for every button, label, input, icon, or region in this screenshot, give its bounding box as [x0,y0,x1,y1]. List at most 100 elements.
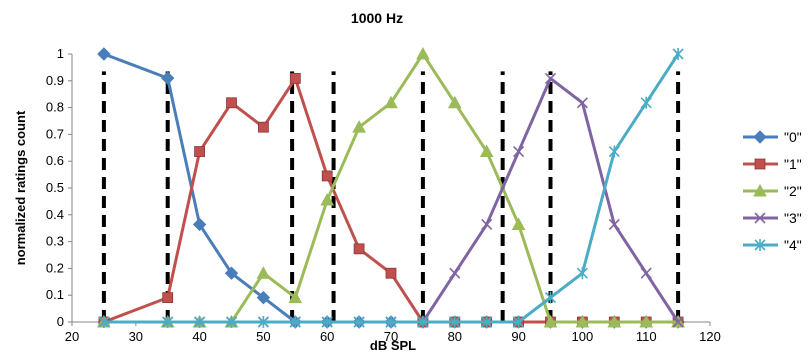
legend-item: "2" [743,183,802,199]
x-tick-label: 50 [256,329,270,344]
diamond-marker [192,217,207,232]
legend-item: "1" [743,156,802,172]
x-tick-label: 40 [192,329,206,344]
square-marker [194,146,206,157]
chart-title: 1000 Hz [351,10,403,26]
star-marker [672,48,684,60]
triangle-marker [416,46,430,60]
x-tick-label: 20 [65,329,79,344]
star-marker [544,291,557,304]
triangle-marker [575,314,590,328]
star-marker [608,145,620,158]
y-tick-label: 0.5 [46,180,64,195]
threshold-lines [101,71,681,322]
x-marker [576,97,588,109]
x-marker [754,212,766,224]
square-marker [385,267,397,279]
star-marker [513,316,525,328]
x-tick-label: 70 [384,329,398,344]
triangle-marker [256,266,271,279]
y-tick-label: 0.9 [46,73,64,88]
diamond-marker [753,130,767,144]
legend-label: "0" [784,129,802,145]
x-marker [544,72,557,84]
star-marker [194,316,206,328]
triangle-marker [639,314,654,328]
x-marker [608,218,620,231]
x-marker [449,267,461,279]
star-marker [257,316,269,328]
x-tick-label: 30 [129,329,143,344]
x-tick-label: 60 [320,329,334,344]
x-tick-label: 100 [572,329,594,344]
legend-item: "3" [743,210,802,226]
square-marker [353,243,365,255]
y-axis-label: normalized ratings count [13,110,28,265]
star-marker [353,316,365,328]
x-marker [513,145,525,158]
series-line [103,53,680,324]
series-line [103,52,679,324]
y-tick-label: 0.6 [46,153,64,168]
y-tick-label: 0.3 [46,234,64,249]
series-line [103,52,679,324]
star-marker [481,316,493,328]
diamond-marker [97,47,111,61]
triangle-marker [543,314,558,328]
legend-label: "2" [784,183,802,199]
triangle-marker [384,95,398,109]
star-marker [289,316,301,328]
series-3 [98,72,684,328]
star-marker [225,316,238,328]
y-tick-label: 0 [57,314,64,329]
star-marker [640,96,652,109]
series-1 [98,72,684,328]
y-tick-label: 0.2 [46,260,64,275]
star-marker [162,316,174,328]
legend: "0" "1" "2" "3" "4" [743,129,802,253]
triangle-marker [447,95,462,109]
star-marker [385,316,397,328]
series-2 [97,46,685,328]
square-marker [226,97,237,109]
x-tick-label: 110 [636,329,657,344]
y-tick-label: 0.7 [46,126,64,141]
star-marker [449,316,461,328]
triangle-marker [352,120,366,133]
x-marker [481,218,493,231]
triangle-marker [320,193,335,206]
y-tick-label: 1 [57,46,64,61]
star-marker [98,316,110,328]
y-tick-label: 0.1 [46,287,64,302]
square-marker [754,158,766,170]
legend-item: "4" [743,237,802,253]
y-tick-label: 0.4 [46,207,64,222]
diamond-marker [160,71,175,85]
legend-item: "0" [743,129,802,145]
axes: 0 0.1 0.2 0.3 0.4 0.5 0.6 0.7 0.8 0.9 1 20 30 40 50 60 7… [46,46,721,344]
y-tick-label: 0.8 [46,100,64,115]
x-marker [672,316,684,328]
legend-label: "1" [784,156,802,172]
triangle-marker [607,314,622,328]
x-axis-label: dB SPL [370,338,416,353]
triangle-marker [479,144,494,158]
square-marker [289,72,301,84]
x-tick-label: 80 [448,329,462,344]
legend-label: "3" [784,210,802,226]
series-0 [97,47,685,329]
diamond-marker [224,266,239,280]
series-layer [97,46,685,329]
star-marker [321,316,333,328]
series-4 [98,48,684,328]
triangle-marker [511,217,526,230]
x-marker [640,267,652,279]
star-marker [417,316,429,328]
star-marker [576,267,588,280]
star-marker [754,239,766,251]
square-marker [257,121,269,133]
diamond-marker [256,290,271,305]
series-line [103,76,679,324]
